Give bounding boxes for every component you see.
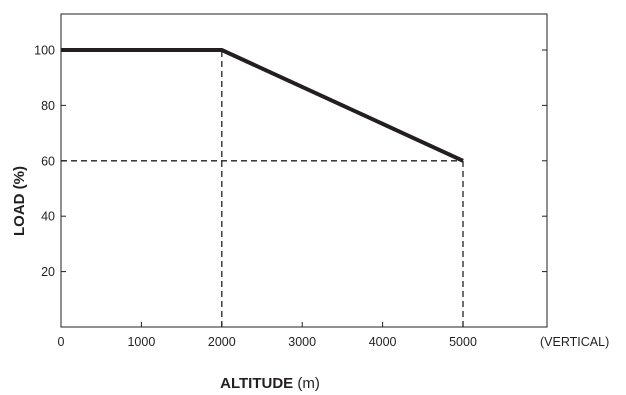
- x-tick-label-5000: 5000: [449, 335, 477, 349]
- y-tick-label-100: 100: [34, 44, 55, 58]
- y-axis-label: LOAD (%): [11, 166, 28, 236]
- plot-frame: [60, 13, 548, 328]
- y-tick-label-80: 80: [41, 99, 55, 113]
- x-axis-label: ALTITUDE: [220, 375, 293, 392]
- x-axis-unit: (m): [297, 375, 320, 392]
- x-axis-note: (VERTICAL): [540, 335, 609, 349]
- x-tick-label-0: 0: [58, 335, 65, 349]
- x-tick-label-3000: 3000: [288, 335, 316, 349]
- series-line-0: [61, 48, 464, 163]
- x-ticks: 0 1000 2000 3000 4000 5000: [58, 322, 477, 349]
- x-tick-label-2000: 2000: [208, 335, 236, 349]
- series-group: [61, 48, 464, 163]
- y-tick-label-40: 40: [41, 210, 55, 224]
- reference-lines: [61, 50, 464, 327]
- x-tick-label-4000: 4000: [369, 335, 397, 349]
- x-axis-title: ALTITUDE (m): [220, 375, 320, 392]
- y-tick-label-60: 60: [41, 154, 55, 168]
- x-tick-label-1000: 1000: [127, 335, 155, 349]
- y-ticks: 20 40 60 80 100: [34, 44, 547, 279]
- y-tick-label-20: 20: [41, 265, 55, 279]
